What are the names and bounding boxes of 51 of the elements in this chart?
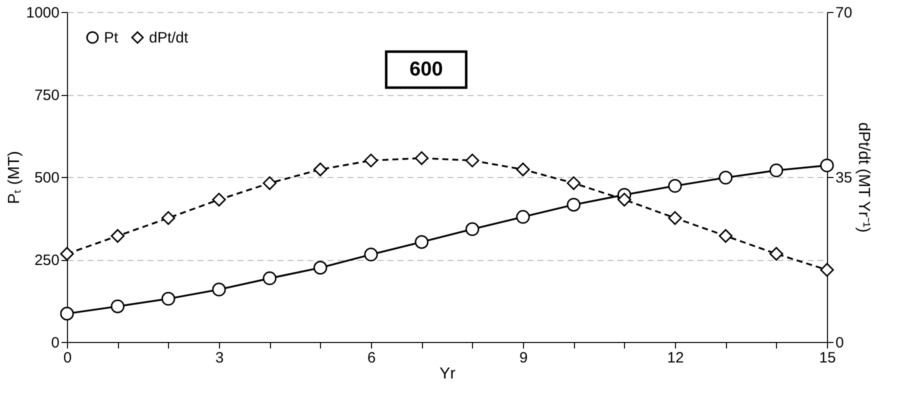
point — [262, 271, 277, 286]
point — [313, 162, 328, 176]
y2-axis-title: dPt/dt (MT Yr⁻¹) — [855, 122, 872, 233]
y2-tick-label: 70 — [836, 4, 852, 22]
x-axis-title: Yr — [440, 366, 456, 382]
legend-label: dPt/dt — [149, 30, 190, 47]
x-tick-label: 3 — [215, 350, 224, 366]
y-tick-label: 250 — [34, 252, 60, 269]
point — [414, 235, 429, 249]
point — [516, 162, 530, 176]
y-tick-label: 1000 — [26, 4, 60, 22]
point — [110, 300, 125, 314]
y-axis-title: Pₜ (MT) — [6, 151, 24, 204]
x-tick-label: 9 — [519, 350, 528, 366]
point — [110, 229, 125, 243]
point — [465, 154, 480, 168]
y2-tick-label: 35 — [836, 170, 852, 186]
point — [769, 246, 784, 261]
point — [161, 211, 176, 225]
point — [516, 210, 530, 224]
point — [313, 260, 328, 275]
point — [820, 262, 834, 277]
point — [566, 198, 581, 212]
y2-tick-label: 0 — [836, 334, 844, 352]
point — [668, 179, 682, 193]
y-tick-label: 750 — [34, 87, 60, 104]
point — [60, 306, 74, 320]
point — [465, 222, 480, 236]
point — [718, 170, 733, 185]
x-tick-label: 6 — [367, 350, 376, 366]
legend-label: Pt — [104, 30, 120, 47]
point — [617, 192, 632, 207]
point — [60, 246, 74, 261]
point — [414, 151, 429, 166]
point — [212, 192, 226, 207]
x-tick-label: 15 — [819, 350, 836, 366]
point — [161, 292, 176, 306]
point — [668, 211, 682, 225]
y-tick-label: 0 — [51, 334, 60, 352]
x-tick-label: 12 — [667, 350, 684, 366]
point — [769, 164, 784, 178]
x-tick-label: 0 — [63, 350, 72, 366]
point — [212, 282, 226, 296]
point — [262, 176, 277, 190]
point — [364, 154, 378, 168]
point — [718, 229, 733, 243]
y-tick-label: 500 — [34, 170, 60, 186]
point — [364, 248, 378, 262]
point — [566, 176, 581, 190]
annotation: 600 — [410, 58, 443, 81]
point — [820, 158, 834, 172]
